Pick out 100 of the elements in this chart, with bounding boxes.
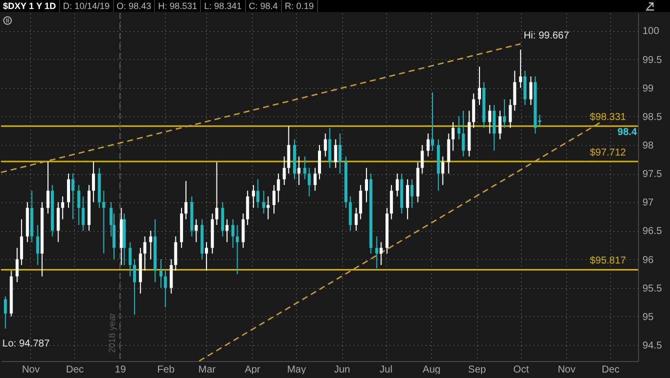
candlestick (348, 196, 352, 232)
y-tick-label: 98.5 (642, 112, 662, 123)
candlestick (488, 104, 492, 134)
text: L: 98.341 (201, 0, 246, 12)
candlestick (318, 144, 321, 180)
candlestick (303, 156, 306, 180)
candlestick (71, 173, 74, 220)
y-tick-label: 95.5 (642, 283, 662, 294)
candlestick (498, 110, 502, 140)
y-tick-label: 97.5 (642, 169, 662, 180)
candlestick (314, 167, 317, 192)
candlestick (406, 178, 410, 220)
x-tick-label: Nov (558, 364, 576, 376)
candlestick (420, 144, 424, 174)
y-tick-label: 96 (642, 254, 654, 266)
x-tick-label: Feb (157, 364, 175, 376)
candlestick (174, 236, 178, 272)
candlestick (221, 202, 224, 237)
candlestick (431, 92, 434, 152)
candlestick (276, 173, 280, 203)
candlestick (359, 184, 362, 220)
candlestick (324, 133, 327, 157)
candlestick (143, 236, 146, 272)
annotation: Lo: 94.787 (2, 338, 50, 350)
x-tick-label: Dec (602, 364, 620, 376)
candlestick (272, 184, 276, 214)
candlestick (4, 296, 7, 330)
candlestick (20, 218, 24, 266)
candlestick (184, 180, 188, 220)
text: R: 0.19 (282, 0, 318, 12)
x-tick-label: Nov (22, 364, 40, 376)
candlestick (61, 196, 64, 220)
text: O: 98.43 (114, 0, 156, 12)
candlestick (226, 218, 229, 243)
ref-line-label: $98.331 (590, 112, 626, 124)
candlestick (149, 230, 152, 260)
candlestick (204, 242, 208, 272)
candlestick (159, 258, 162, 288)
candlestick (508, 98, 512, 128)
candlestick (380, 242, 383, 266)
ref-line-label: 2018 year (106, 312, 117, 353)
candlestick (338, 133, 342, 174)
candlestick (231, 218, 234, 248)
y-tick-label: 99 (642, 83, 654, 94)
y-tick-label: 98 (642, 140, 654, 152)
candlestick (170, 258, 173, 294)
ref-line-label: $97.712 (590, 147, 626, 158)
candlestick (462, 110, 465, 157)
candlestick (256, 178, 260, 208)
y-tick-label: 97 (642, 198, 654, 209)
candlestick (82, 196, 85, 232)
x-tick-label: Mar (198, 364, 216, 376)
x-tick-label: Oct (513, 364, 530, 376)
candlestick (334, 138, 338, 168)
candlestick (426, 133, 430, 157)
candlestick (215, 162, 218, 226)
candlestick (502, 98, 506, 128)
candlestick (236, 224, 239, 275)
candlestick (472, 93, 476, 128)
candlestick (102, 190, 106, 254)
candlestick (282, 156, 286, 186)
candlestick (287, 126, 290, 174)
candlestick (519, 49, 522, 88)
annotation: 98.4 (618, 127, 638, 138)
candlestick (390, 184, 393, 220)
candlestick (364, 167, 368, 203)
candlestick (529, 76, 532, 106)
y-tick-label: 99.5 (642, 54, 662, 66)
candlestick (513, 70, 516, 112)
candlestick (396, 173, 399, 197)
candlestick (447, 133, 450, 174)
candlestick (328, 127, 332, 168)
candlestick (308, 167, 311, 197)
candlestick (246, 190, 250, 226)
candlestick (523, 70, 526, 106)
candlestick (194, 218, 198, 243)
candlestick (266, 196, 270, 220)
candlestick (297, 156, 300, 186)
y-tick-label: 95 (642, 312, 654, 323)
text: C: 98.4 (246, 0, 282, 12)
candlestick (36, 224, 40, 266)
candlestick (128, 242, 132, 277)
candlestick (56, 202, 60, 243)
x-tick-label: Jun (334, 364, 350, 376)
candlestick (133, 258, 136, 316)
x-tick-label: Dec (66, 364, 84, 376)
candlestick (452, 122, 455, 152)
candlestick (410, 178, 414, 208)
ref-line-label: $95.817 (590, 256, 626, 267)
candlestick (242, 213, 245, 248)
candlestick (375, 236, 378, 269)
x-tick-label: 19 (114, 364, 126, 376)
y-tick-label: 96.5 (642, 226, 662, 238)
candlestick (478, 66, 481, 106)
y-tick-label: 94.5 (642, 340, 662, 352)
x-tick-label: Jul (380, 364, 392, 376)
candlestick (262, 190, 266, 214)
chart-title: $DXY 1 Y 1D (0, 0, 60, 12)
text: H: 98.531 (155, 0, 202, 12)
candlestick (457, 116, 460, 140)
